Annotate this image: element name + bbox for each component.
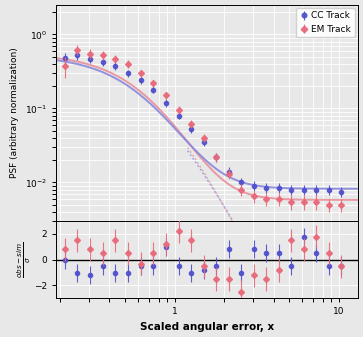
Y-axis label: $\frac{obs - sim}{\sigma}$: $\frac{obs - sim}{\sigma}$ [16,241,33,278]
Y-axis label: PSF (arbitrary normalization): PSF (arbitrary normalization) [11,48,19,179]
X-axis label: Scaled angular error, x: Scaled angular error, x [140,322,274,332]
Legend: CC Track, EM Track: CC Track, EM Track [296,8,355,37]
